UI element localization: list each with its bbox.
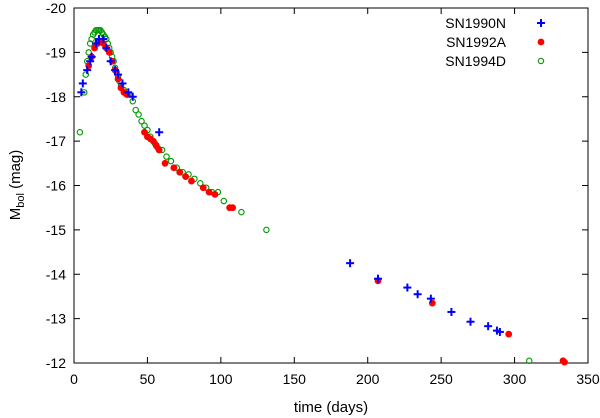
legend-marker-sn1994d <box>537 57 545 65</box>
data-point-sn1990n <box>99 35 108 44</box>
data-point-sn1990n <box>426 294 435 303</box>
data-point-sn1994d <box>526 357 533 365</box>
y-tick-label: -12 <box>46 355 66 371</box>
y-tick-label: -20 <box>46 0 66 16</box>
x-tick-label: 150 <box>283 371 307 387</box>
y-tick-label: -18 <box>46 89 66 105</box>
data-point-sn1994d <box>82 71 89 78</box>
data-point-sn1990n <box>373 274 382 283</box>
data-point-sn1992a <box>229 204 237 212</box>
x-tick-label: 250 <box>429 371 453 387</box>
data-point-sn1992a <box>199 184 207 192</box>
data-point-sn1992a <box>114 75 122 83</box>
data-point-sn1990n <box>111 66 120 75</box>
y-axis-label: Mbol (mag) <box>7 150 27 221</box>
legend-marker-sn1990n <box>537 19 545 27</box>
x-tick-label: 100 <box>209 371 233 387</box>
legend-marker-sn1992a <box>537 38 545 46</box>
data-point-sn1990n <box>86 57 95 66</box>
y-axis-label-unit: (mag) <box>7 150 24 193</box>
data-point-sn1992a <box>182 173 190 181</box>
legend-label-sn1994d: SN1994D <box>445 53 506 69</box>
data-point-sn1992a <box>188 177 195 185</box>
y-tick-label: -13 <box>46 311 66 327</box>
data-point-sn1992a <box>205 188 213 196</box>
y-axis-label-sub: bol <box>15 193 27 208</box>
legend-label-sn1992a: SN1992A <box>446 34 507 50</box>
data-point-sn1992a <box>561 358 568 366</box>
data-point-sn1992a <box>176 168 184 176</box>
data-point-sn1990n <box>466 317 475 326</box>
data-point-sn1990n <box>78 79 87 88</box>
y-tick-label: -19 <box>46 44 66 60</box>
x-tick-label: 0 <box>70 371 78 387</box>
data-point-sn1994d <box>197 180 204 187</box>
legend-label-sn1990n: SN1990N <box>445 15 506 31</box>
data-point-sn1990n <box>484 322 493 331</box>
data-point-sn1990n <box>403 283 412 292</box>
data-point-sn1990n <box>114 70 123 79</box>
data-point-sn1994d <box>132 106 139 114</box>
y-axis-label-main: M <box>7 208 24 221</box>
legend: SN1990N SN1992A SN1994D <box>445 15 545 69</box>
data-point-sn1994d <box>85 49 92 56</box>
data-point-sn1990n <box>83 66 92 75</box>
x-tick-label: 50 <box>140 371 156 387</box>
y-tick-label: -17 <box>46 133 66 149</box>
data-point-sn1994d <box>220 197 228 205</box>
data-point-sn1990n <box>495 327 504 336</box>
data-point-sn1994d <box>135 111 142 118</box>
x-tick-label: 350 <box>576 371 600 387</box>
data-point-sn1990n <box>87 52 96 61</box>
data-point-sn1990n <box>118 79 127 88</box>
y-tick-label: -14 <box>46 266 66 282</box>
data-point-sn1990n <box>155 128 164 137</box>
data-point-sn1990n <box>77 88 86 97</box>
data-point-sn1994d <box>88 35 95 43</box>
data-point-sn1990n <box>124 88 133 97</box>
data-point-sn1994d <box>163 153 170 160</box>
data-point-sn1990n <box>128 92 137 101</box>
data-point-sn1990n <box>102 43 111 52</box>
y-tick-label: -15 <box>46 222 66 238</box>
data-point-sn1990n <box>413 290 422 299</box>
data-point-sn1994d <box>167 157 175 165</box>
ticks-layer: 0 50 100 150 200 250 300 350 -12 -13 -14 -15 -16 -17 -… <box>46 0 600 387</box>
y-tick-label: -16 <box>46 178 66 194</box>
data-point-sn1990n <box>346 259 355 268</box>
data-point-sn1994d <box>76 129 84 136</box>
data-point-sn1990n <box>447 307 456 316</box>
data-point-sn1994d <box>141 122 148 129</box>
data-point-sn1994d <box>263 226 270 234</box>
data-point-sn1992a <box>161 159 169 167</box>
data-point-sn1994d <box>138 117 145 125</box>
data-point-sn1992a <box>211 190 219 198</box>
data-point-sn1992a <box>505 330 513 338</box>
x-axis-label: time (days) <box>294 399 368 416</box>
plot-frame <box>73 7 589 364</box>
data-point-sn1992a <box>105 48 113 56</box>
marks-layer <box>76 26 568 366</box>
data-point-sn1990n <box>92 39 101 48</box>
x-tick-label: 300 <box>503 371 527 387</box>
data-point-sn1992a <box>155 146 163 154</box>
data-point-sn1994d <box>238 208 245 216</box>
data-point-sn1990n <box>106 57 115 66</box>
data-point-sn1992a <box>170 164 178 172</box>
x-tick-label: 200 <box>356 371 380 387</box>
